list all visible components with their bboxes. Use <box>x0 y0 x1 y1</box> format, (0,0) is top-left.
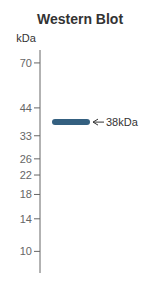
svg-text:33: 33 <box>20 130 32 142</box>
svg-text:70: 70 <box>20 57 32 69</box>
svg-text:18: 18 <box>20 188 32 200</box>
svg-text:10: 10 <box>20 245 32 257</box>
svg-text:kDa: kDa <box>16 32 36 44</box>
svg-text:44: 44 <box>20 102 32 114</box>
svg-text:38kDa: 38kDa <box>106 116 139 128</box>
svg-text:22: 22 <box>20 169 32 181</box>
svg-text:26: 26 <box>20 153 32 165</box>
svg-text:14: 14 <box>20 213 32 225</box>
html-text:Western Blot: Western Blot <box>37 11 123 27</box>
